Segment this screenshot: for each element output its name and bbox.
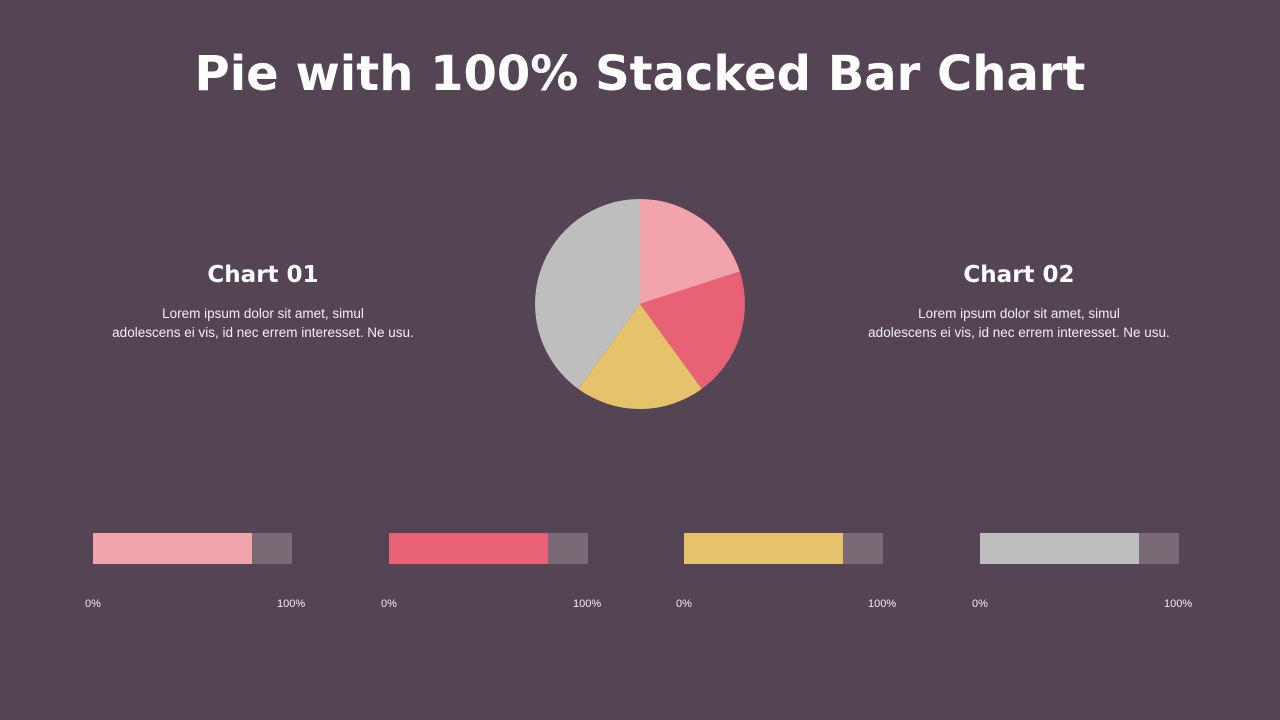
pie-slice-yellow [578, 304, 702, 409]
chart-02-text-line2: adolescens ei vis, id nec errem interess… [868, 325, 1170, 340]
stacked-bar-2 [389, 533, 588, 564]
chart-01-text: Lorem ipsum dolor sit amet, simul adolesc… [83, 304, 443, 342]
bar-fill [389, 533, 549, 564]
chart-01-text-line2: adolescens ei vis, id nec errem interess… [112, 325, 414, 340]
chart-02-text-line1: Lorem ipsum dolor sit amet, simul [918, 306, 1120, 321]
bar-fill [93, 533, 253, 564]
axis-label-100: 100% [277, 598, 306, 610]
stacked-bar-1 [93, 533, 292, 564]
chart-01-heading: Chart 01 [207, 262, 319, 288]
stacked-bar-3 [684, 533, 883, 564]
bar-fill [684, 533, 844, 564]
axis-label-100: 100% [868, 598, 897, 610]
axis-label-0: 0% [676, 598, 692, 610]
axis-label-100: 100% [573, 598, 602, 610]
axis-label-0: 0% [85, 598, 101, 610]
chart-01-text-line1: Lorem ipsum dolor sit amet, simul [162, 306, 364, 321]
chart-01-description: Chart 01 Lorem ipsum dolor sit amet, sim… [83, 262, 443, 342]
stacked-bar-4 [980, 533, 1179, 564]
pie-chart [535, 199, 745, 409]
chart-02-text: Lorem ipsum dolor sit amet, simul adolesc… [839, 304, 1199, 342]
pie-slice-pink [640, 199, 740, 304]
pie-slice-gray [535, 199, 640, 389]
pie-slice-red [640, 271, 745, 389]
axis-label-100: 100% [1164, 598, 1193, 610]
axis-label-0: 0% [972, 598, 988, 610]
bar-fill [980, 533, 1140, 564]
page-title: Pie with 100% Stacked Bar Chart [194, 46, 1086, 102]
axis-label-0: 0% [381, 598, 397, 610]
chart-02-description: Chart 02 Lorem ipsum dolor sit amet, sim… [839, 262, 1199, 342]
chart-02-heading: Chart 02 [963, 262, 1075, 288]
